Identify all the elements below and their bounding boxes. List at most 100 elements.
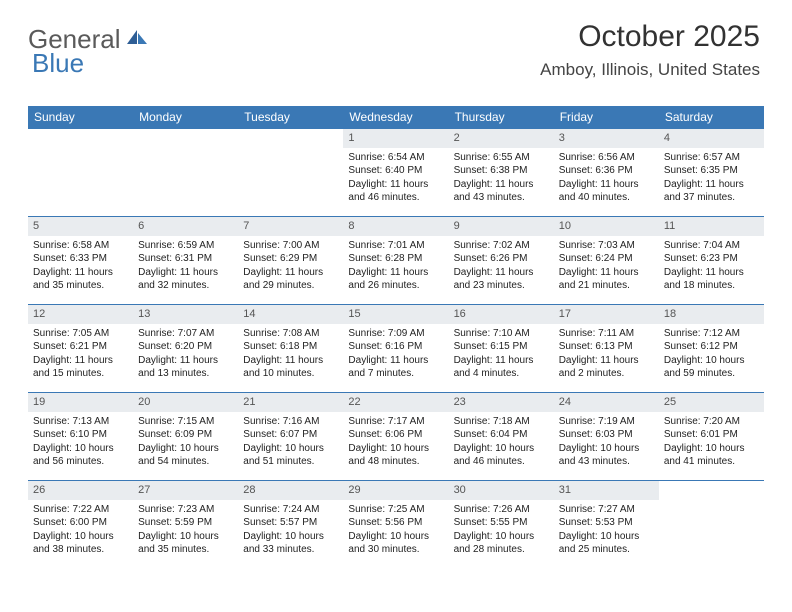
- daylight-line1: Daylight: 11 hours: [559, 266, 654, 280]
- sunset-line: Sunset: 6:24 PM: [559, 252, 654, 266]
- daylight-line1: Daylight: 11 hours: [138, 266, 233, 280]
- day-number: 4: [659, 129, 764, 148]
- day-number: 17: [554, 305, 659, 324]
- sunrise-line: Sunrise: 7:18 AM: [454, 415, 549, 429]
- calendar-cell: 14Sunrise: 7:08 AMSunset: 6:18 PMDayligh…: [238, 304, 343, 392]
- calendar-cell: 7Sunrise: 7:00 AMSunset: 6:29 PMDaylight…: [238, 216, 343, 304]
- day-details: Sunrise: 7:11 AMSunset: 6:13 PMDaylight:…: [554, 324, 659, 385]
- calendar-cell: 16Sunrise: 7:10 AMSunset: 6:15 PMDayligh…: [449, 304, 554, 392]
- daylight-line2: and 21 minutes.: [559, 279, 654, 293]
- daylight-line2: and 35 minutes.: [138, 543, 233, 557]
- sunrise-line: Sunrise: 7:22 AM: [33, 503, 128, 517]
- calendar-cell: [659, 480, 764, 568]
- day-header-saturday: Saturday: [659, 106, 764, 128]
- daylight-line1: Daylight: 11 hours: [454, 178, 549, 192]
- calendar-cell: 6Sunrise: 6:59 AMSunset: 6:31 PMDaylight…: [133, 216, 238, 304]
- daylight-line1: Daylight: 10 hours: [348, 530, 443, 544]
- sunrise-line: Sunrise: 7:12 AM: [664, 327, 759, 341]
- day-number: 30: [449, 481, 554, 500]
- calendar-cell: 26Sunrise: 7:22 AMSunset: 6:00 PMDayligh…: [28, 480, 133, 568]
- calendar-body: 1Sunrise: 6:54 AMSunset: 6:40 PMDaylight…: [28, 128, 764, 568]
- day-details: Sunrise: 7:26 AMSunset: 5:55 PMDaylight:…: [449, 500, 554, 561]
- sunset-line: Sunset: 5:57 PM: [243, 516, 338, 530]
- calendar-cell: 10Sunrise: 7:03 AMSunset: 6:24 PMDayligh…: [554, 216, 659, 304]
- calendar-cell: 13Sunrise: 7:07 AMSunset: 6:20 PMDayligh…: [133, 304, 238, 392]
- daylight-line2: and 26 minutes.: [348, 279, 443, 293]
- day-details: Sunrise: 7:02 AMSunset: 6:26 PMDaylight:…: [449, 236, 554, 297]
- sunset-line: Sunset: 6:23 PM: [664, 252, 759, 266]
- daylight-line1: Daylight: 10 hours: [138, 530, 233, 544]
- sunset-line: Sunset: 6:29 PM: [243, 252, 338, 266]
- daylight-line2: and 59 minutes.: [664, 367, 759, 381]
- daylight-line2: and 54 minutes.: [138, 455, 233, 469]
- sunset-line: Sunset: 5:53 PM: [559, 516, 654, 530]
- daylight-line1: Daylight: 11 hours: [243, 354, 338, 368]
- daylight-line2: and 35 minutes.: [33, 279, 128, 293]
- day-number: 18: [659, 305, 764, 324]
- calendar-cell: 15Sunrise: 7:09 AMSunset: 6:16 PMDayligh…: [343, 304, 448, 392]
- day-details: Sunrise: 7:07 AMSunset: 6:20 PMDaylight:…: [133, 324, 238, 385]
- day-details: Sunrise: 6:58 AMSunset: 6:33 PMDaylight:…: [28, 236, 133, 297]
- day-header-tuesday: Tuesday: [238, 106, 343, 128]
- day-details: Sunrise: 7:20 AMSunset: 6:01 PMDaylight:…: [659, 412, 764, 473]
- day-number: 6: [133, 217, 238, 236]
- daylight-line2: and 43 minutes.: [559, 455, 654, 469]
- sunrise-line: Sunrise: 7:17 AM: [348, 415, 443, 429]
- day-details: Sunrise: 7:00 AMSunset: 6:29 PMDaylight:…: [238, 236, 343, 297]
- daylight-line2: and 18 minutes.: [664, 279, 759, 293]
- calendar-cell: 23Sunrise: 7:18 AMSunset: 6:04 PMDayligh…: [449, 392, 554, 480]
- calendar-cell: 18Sunrise: 7:12 AMSunset: 6:12 PMDayligh…: [659, 304, 764, 392]
- day-details: Sunrise: 7:01 AMSunset: 6:28 PMDaylight:…: [343, 236, 448, 297]
- calendar-cell: 28Sunrise: 7:24 AMSunset: 5:57 PMDayligh…: [238, 480, 343, 568]
- calendar-cell: 2Sunrise: 6:55 AMSunset: 6:38 PMDaylight…: [449, 128, 554, 216]
- sunset-line: Sunset: 5:55 PM: [454, 516, 549, 530]
- daylight-line1: Daylight: 10 hours: [454, 442, 549, 456]
- day-details: Sunrise: 7:12 AMSunset: 6:12 PMDaylight:…: [659, 324, 764, 385]
- calendar-cell: 4Sunrise: 6:57 AMSunset: 6:35 PMDaylight…: [659, 128, 764, 216]
- daylight-line1: Daylight: 10 hours: [454, 530, 549, 544]
- day-number: 15: [343, 305, 448, 324]
- sunset-line: Sunset: 6:26 PM: [454, 252, 549, 266]
- daylight-line1: Daylight: 10 hours: [559, 442, 654, 456]
- day-number: 12: [28, 305, 133, 324]
- daylight-line2: and 33 minutes.: [243, 543, 338, 557]
- day-number: 25: [659, 393, 764, 412]
- sunset-line: Sunset: 6:28 PM: [348, 252, 443, 266]
- daylight-line2: and 15 minutes.: [33, 367, 128, 381]
- calendar-cell: 30Sunrise: 7:26 AMSunset: 5:55 PMDayligh…: [449, 480, 554, 568]
- sunset-line: Sunset: 6:35 PM: [664, 164, 759, 178]
- sunrise-line: Sunrise: 7:03 AM: [559, 239, 654, 253]
- day-number: 9: [449, 217, 554, 236]
- calendar-header-row: SundayMondayTuesdayWednesdayThursdayFrid…: [28, 106, 764, 128]
- day-details: Sunrise: 7:17 AMSunset: 6:06 PMDaylight:…: [343, 412, 448, 473]
- daylight-line1: Daylight: 10 hours: [664, 442, 759, 456]
- day-header-friday: Friday: [554, 106, 659, 128]
- day-number: 13: [133, 305, 238, 324]
- sunrise-line: Sunrise: 6:55 AM: [454, 151, 549, 165]
- calendar-cell: 5Sunrise: 6:58 AMSunset: 6:33 PMDaylight…: [28, 216, 133, 304]
- day-details: Sunrise: 7:04 AMSunset: 6:23 PMDaylight:…: [659, 236, 764, 297]
- day-header-wednesday: Wednesday: [343, 106, 448, 128]
- day-number: 2: [449, 129, 554, 148]
- sunset-line: Sunset: 6:12 PM: [664, 340, 759, 354]
- daylight-line2: and 2 minutes.: [559, 367, 654, 381]
- day-details: Sunrise: 7:22 AMSunset: 6:00 PMDaylight:…: [28, 500, 133, 561]
- day-details: Sunrise: 6:54 AMSunset: 6:40 PMDaylight:…: [343, 148, 448, 209]
- sunset-line: Sunset: 6:06 PM: [348, 428, 443, 442]
- daylight-line1: Daylight: 10 hours: [559, 530, 654, 544]
- day-details: Sunrise: 7:09 AMSunset: 6:16 PMDaylight:…: [343, 324, 448, 385]
- daylight-line2: and 7 minutes.: [348, 367, 443, 381]
- daylight-line1: Daylight: 11 hours: [559, 178, 654, 192]
- daylight-line1: Daylight: 10 hours: [138, 442, 233, 456]
- sunrise-line: Sunrise: 7:19 AM: [559, 415, 654, 429]
- sunrise-line: Sunrise: 7:11 AM: [559, 327, 654, 341]
- daylight-line2: and 13 minutes.: [138, 367, 233, 381]
- sunrise-line: Sunrise: 6:54 AM: [348, 151, 443, 165]
- day-details: Sunrise: 7:03 AMSunset: 6:24 PMDaylight:…: [554, 236, 659, 297]
- day-number: 24: [554, 393, 659, 412]
- sunrise-line: Sunrise: 7:16 AM: [243, 415, 338, 429]
- sunset-line: Sunset: 5:56 PM: [348, 516, 443, 530]
- sunset-line: Sunset: 6:13 PM: [559, 340, 654, 354]
- calendar-cell: 1Sunrise: 6:54 AMSunset: 6:40 PMDaylight…: [343, 128, 448, 216]
- sunrise-line: Sunrise: 7:04 AM: [664, 239, 759, 253]
